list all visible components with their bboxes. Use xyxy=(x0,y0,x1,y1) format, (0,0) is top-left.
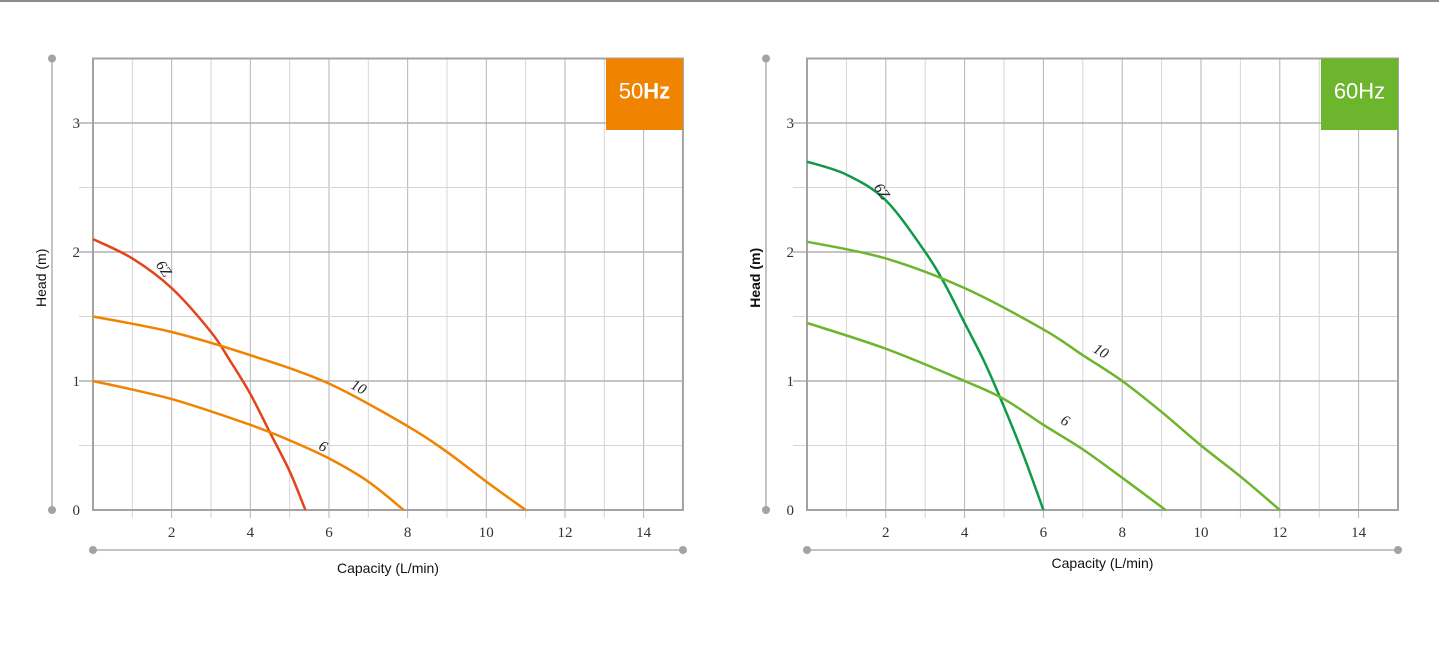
frequency-label: 60Hz xyxy=(1334,79,1385,104)
x-tick-label: 14 xyxy=(636,525,652,541)
curve-label: 10 xyxy=(1090,341,1111,363)
x-tick-label: 4 xyxy=(961,525,969,541)
x-tick-label: 12 xyxy=(557,525,572,541)
y-tick-label: 2 xyxy=(73,245,81,261)
curve-6 xyxy=(92,379,405,511)
x-tick-label: 8 xyxy=(404,525,412,541)
x-tick-label: 4 xyxy=(247,525,255,541)
curve-6Z xyxy=(92,237,307,511)
frequency-badge: 60Hz xyxy=(1321,58,1398,130)
curve-label: 10 xyxy=(348,377,369,398)
x-tick-label: 2 xyxy=(882,525,890,541)
y-tick-label: 3 xyxy=(787,116,795,132)
curve-6Z xyxy=(806,160,1045,511)
y-tick-label: 2 xyxy=(787,245,795,261)
grid xyxy=(793,58,1398,518)
y-axis-title: Head (m) xyxy=(747,248,763,308)
y-axis-title: Head (m) xyxy=(33,249,49,307)
curve-6 xyxy=(806,321,1167,512)
x-axis-line xyxy=(803,546,1402,554)
x-tick-label: 14 xyxy=(1351,525,1367,541)
y-axis-line xyxy=(48,54,56,514)
x-tick-label: 10 xyxy=(479,525,494,541)
x-tick-label: 12 xyxy=(1272,525,1287,541)
x-axis-title: Capacity (L/min) xyxy=(337,560,439,576)
x-axis-title: Capacity (L/min) xyxy=(1052,555,1154,571)
frequency-label: 50Hz xyxy=(619,79,670,104)
x-tick-label: 8 xyxy=(1118,525,1126,541)
x-tick-label: 6 xyxy=(325,525,333,541)
plot-frame xyxy=(806,57,1399,511)
x-axis-line xyxy=(89,546,687,554)
x-tick-label: 6 xyxy=(1040,525,1048,541)
y-tick-label: 1 xyxy=(73,374,81,390)
curve-label: 6 xyxy=(1058,413,1073,431)
top-divider xyxy=(0,0,1439,2)
y-tick-label: 0 xyxy=(73,503,81,519)
x-tick-label: 10 xyxy=(1194,525,1209,541)
y-tick-label: 0 xyxy=(787,503,795,519)
x-tick-label: 2 xyxy=(168,525,176,541)
y-tick-label: 3 xyxy=(73,116,81,132)
curve-10 xyxy=(92,315,527,512)
y-axis-line xyxy=(762,54,770,514)
plot-frame xyxy=(92,57,684,511)
frequency-badge: 50Hz xyxy=(606,58,683,130)
y-tick-label: 1 xyxy=(787,374,795,390)
curve-label: 6Z xyxy=(870,181,893,204)
curve-10 xyxy=(806,240,1281,511)
